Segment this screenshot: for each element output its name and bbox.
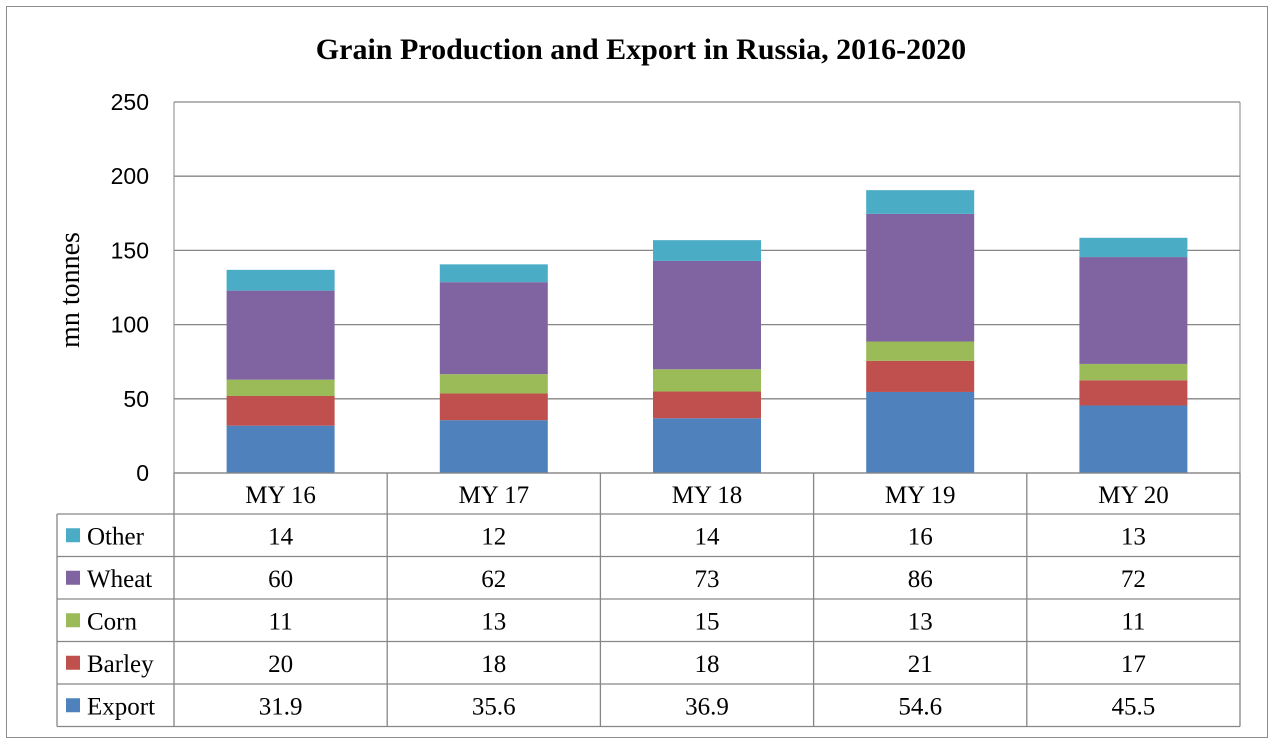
- legend-swatch-other: [66, 528, 80, 543]
- chart-frame: Grain Production and Export in Russia, 2…: [6, 6, 1268, 738]
- bar-corn-0: [226, 379, 335, 396]
- data-table: MY 16 MY 17 MY 18 MY 19 MY 20 Other 14 12 14 16 13…: [56, 472, 1241, 728]
- bar-export-3: [866, 391, 975, 473]
- bar-wheat-4: [1079, 257, 1188, 364]
- table-cell-wheat: 60: [268, 566, 293, 593]
- y-axis-ticks: 0 50 100 150 200 250: [111, 89, 149, 486]
- table-cell-wheat: 72: [1121, 566, 1146, 593]
- table-cell-barley: 21: [908, 651, 933, 678]
- bar-barley-1: [439, 393, 548, 421]
- bar-wheat-1: [439, 282, 548, 375]
- table-cell-corn: 13: [481, 608, 506, 635]
- table-cell-barley: 17: [1121, 651, 1146, 678]
- bar-barley-4: [1079, 380, 1188, 406]
- bars: [226, 190, 1188, 473]
- bar-corn-3: [866, 341, 975, 361]
- category-label: MY 17: [458, 482, 529, 509]
- bar-corn-1: [439, 374, 548, 394]
- category-label: MY 18: [672, 482, 743, 509]
- table-cell-other: 14: [695, 523, 721, 550]
- table-cell-wheat: 73: [695, 566, 720, 593]
- table-cell-export: 31.9: [259, 693, 303, 720]
- table-cell-corn: 11: [1121, 608, 1145, 635]
- chart-svg: Grain Production and Export in Russia, 2…: [55, 33, 1241, 728]
- bar-barley-2: [653, 391, 761, 419]
- legend-swatch-export: [66, 698, 80, 713]
- bar-wheat-0: [226, 290, 335, 380]
- legend-swatch-corn: [66, 613, 80, 628]
- bar-corn-4: [1079, 363, 1188, 381]
- series-label-barley: Barley: [87, 651, 154, 678]
- bar-wheat-2: [653, 260, 761, 370]
- bar-other-2: [653, 240, 761, 261]
- table-cell-barley: 18: [481, 651, 506, 678]
- table-cell-corn: 15: [695, 608, 720, 635]
- y-tick-label: 0: [136, 460, 149, 486]
- series-label-export: Export: [87, 693, 155, 720]
- category-label: MY 16: [245, 482, 316, 509]
- y-axis-label: mn tonnes: [55, 232, 86, 348]
- y-tick-label: 150: [111, 237, 149, 263]
- table-cell-other: 14: [268, 523, 294, 550]
- table-cell-corn: 11: [269, 608, 293, 635]
- bar-other-4: [1079, 237, 1188, 258]
- category-label: MY 19: [885, 482, 956, 509]
- legend-swatch-wheat: [66, 570, 80, 585]
- y-tick-label: 50: [123, 386, 149, 412]
- bar-barley-3: [866, 360, 975, 392]
- table-cell-wheat: 62: [481, 566, 506, 593]
- table-cell-export: 36.9: [685, 693, 729, 720]
- y-tick-label: 100: [111, 312, 149, 338]
- chart-title: Grain Production and Export in Russia, 2…: [316, 33, 966, 66]
- series-label-corn: Corn: [87, 608, 138, 635]
- bar-export-4: [1079, 405, 1188, 473]
- bar-wheat-3: [866, 213, 975, 342]
- table-cell-wheat: 86: [908, 566, 933, 593]
- bar-export-1: [439, 420, 548, 473]
- bar-other-0: [226, 269, 335, 291]
- table-cell-export: 45.5: [1112, 693, 1156, 720]
- bar-other-1: [439, 264, 548, 283]
- table-cell-export: 35.6: [472, 693, 516, 720]
- table-cell-other: 13: [1121, 523, 1146, 550]
- bar-corn-2: [653, 369, 761, 392]
- bar-barley-0: [226, 395, 335, 426]
- table-cell-barley: 20: [268, 651, 293, 678]
- table-cell-corn: 13: [908, 608, 933, 635]
- y-tick-label: 250: [111, 89, 149, 115]
- bar-export-0: [226, 425, 335, 473]
- table-cell-barley: 18: [695, 651, 720, 678]
- table-cell-other: 12: [481, 523, 506, 550]
- table-cell-export: 54.6: [898, 693, 942, 720]
- bar-other-3: [866, 190, 975, 214]
- legend-swatch-barley: [66, 655, 80, 670]
- y-tick-label: 200: [111, 163, 149, 189]
- bar-export-2: [653, 418, 761, 473]
- category-label: MY 20: [1098, 482, 1169, 509]
- table-cell-other: 16: [908, 523, 933, 550]
- series-label-other: Other: [87, 523, 145, 550]
- series-label-wheat: Wheat: [87, 566, 152, 593]
